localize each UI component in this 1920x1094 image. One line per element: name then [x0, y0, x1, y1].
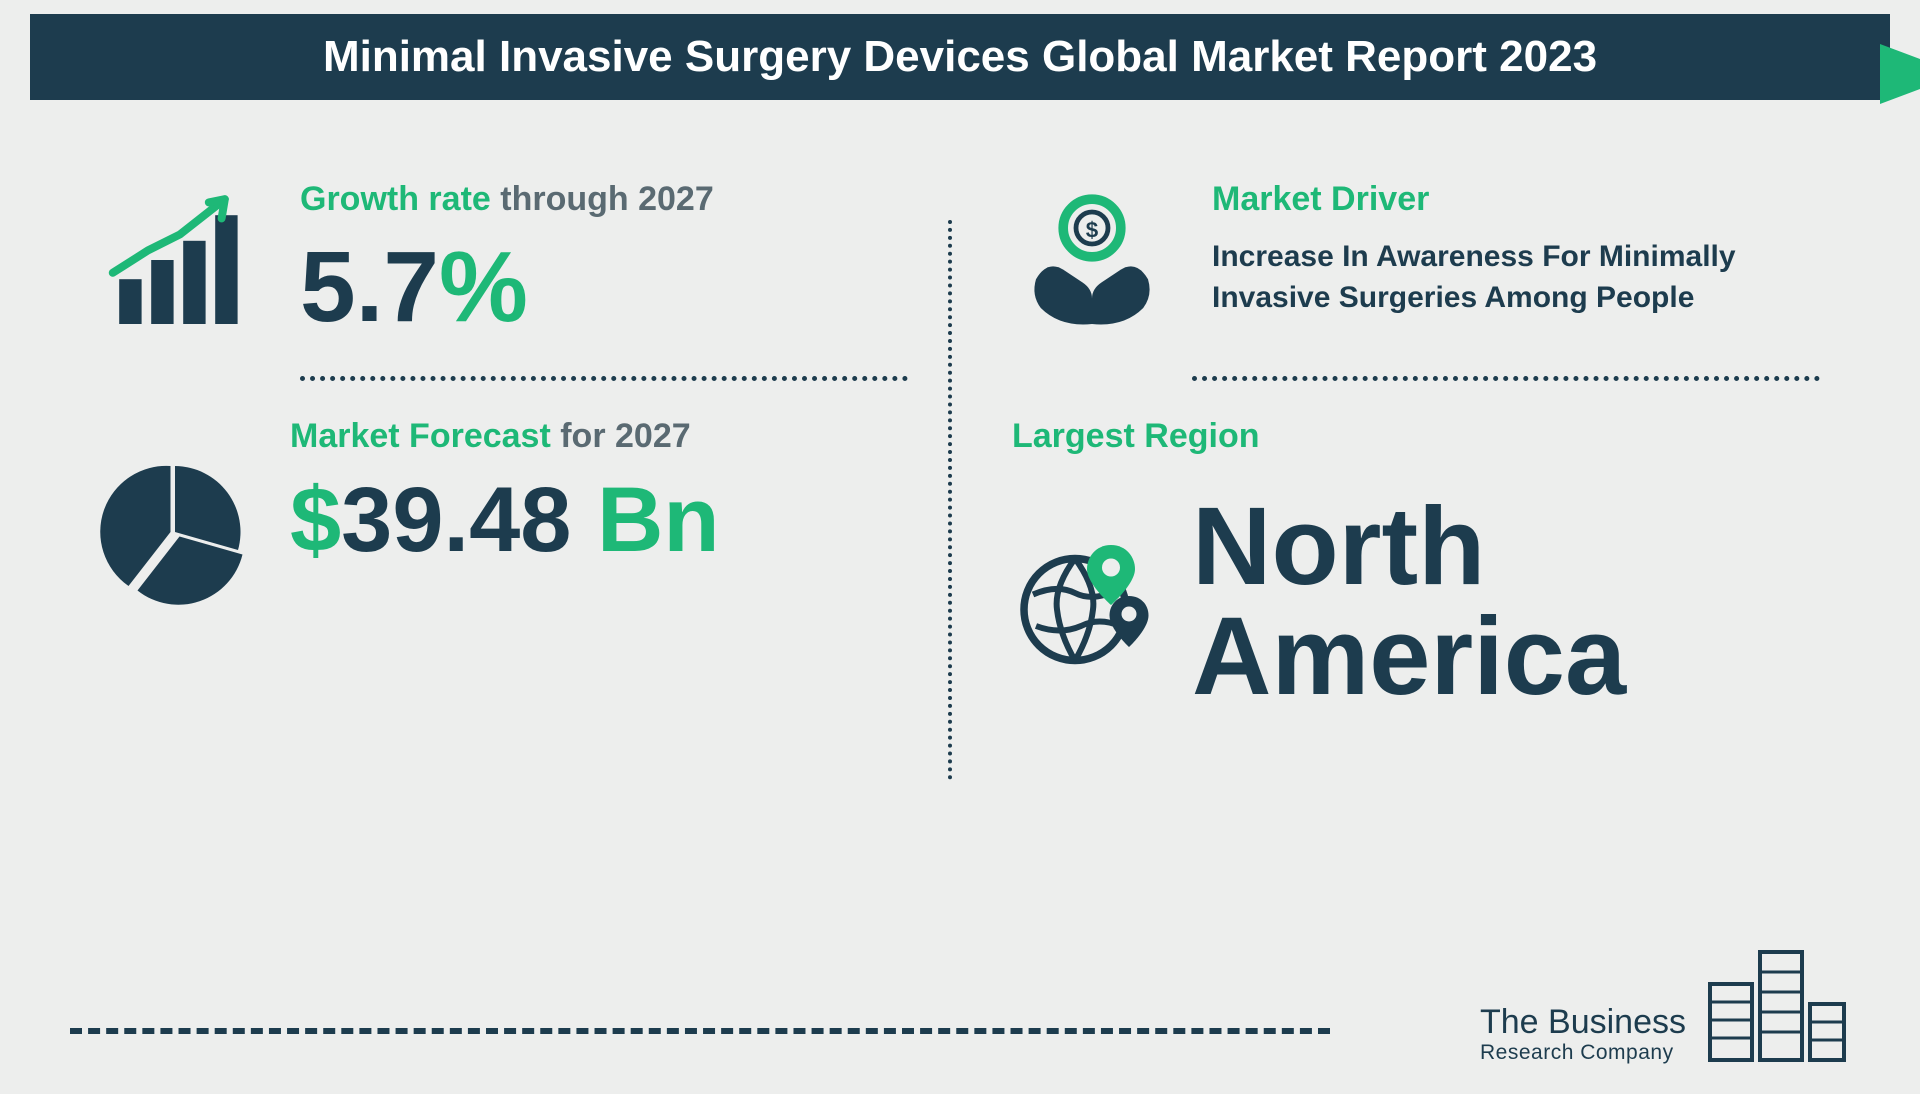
right-divider: [1192, 376, 1820, 381]
driver-block: $ Market Driver Increase In Awareness Fo…: [1012, 180, 1820, 340]
report-title: Minimal Invasive Surgery Devices Global …: [30, 14, 1890, 100]
driver-label: Market Driver: [1212, 180, 1820, 219]
growth-block: Growth rate through 2027 5.7%: [100, 180, 908, 340]
forecast-unit: Bn: [571, 469, 719, 571]
forecast-label-muted: for 2027: [551, 417, 691, 455]
forecast-block: Market Forecast for 2027 $39.48 Bn: [100, 417, 908, 607]
svg-text:$: $: [1086, 218, 1099, 243]
buildings-icon: [1700, 944, 1850, 1064]
pie-chart-icon: [100, 457, 250, 607]
driver-label-text: Market Driver: [1212, 180, 1429, 218]
region-value: North America: [1192, 492, 1626, 712]
left-divider: [300, 376, 908, 381]
right-column: $ Market Driver Increase In Awareness Fo…: [992, 180, 1820, 780]
forecast-currency: $: [290, 469, 341, 571]
growth-value: 5.7%: [300, 237, 908, 337]
forecast-label: Market Forecast for 2027: [290, 417, 908, 456]
content-grid: Growth rate through 2027 5.7% Market For…: [0, 100, 1920, 780]
company-logo: The Business Research Company: [1480, 944, 1850, 1064]
logo-line1: The Business: [1480, 1004, 1686, 1041]
forecast-number: 39.48: [341, 469, 571, 571]
globe-pin-icon: [1012, 527, 1162, 677]
bottom-dashed-rule: [70, 1028, 1330, 1034]
corner-accent: [1880, 44, 1920, 104]
vertical-divider: [948, 220, 952, 780]
region-line1: North: [1192, 492, 1626, 602]
region-label: Largest Region: [1012, 417, 1259, 456]
region-block: Largest Region: [1012, 417, 1820, 712]
growth-chart-icon: [100, 180, 260, 340]
growth-label: Growth rate through 2027: [300, 180, 908, 219]
logo-line2: Research Company: [1480, 1041, 1686, 1064]
growth-unit: %: [439, 231, 528, 343]
driver-text: Increase In Awareness For Minimally Inva…: [1212, 237, 1820, 318]
left-column: Growth rate through 2027 5.7% Market For…: [100, 180, 908, 780]
region-label-text: Largest Region: [1012, 417, 1259, 455]
growth-number: 5.7: [300, 231, 439, 343]
growth-label-muted: through 2027: [491, 180, 714, 218]
hands-coin-icon: $: [1012, 180, 1172, 340]
forecast-label-accent: Market Forecast: [290, 417, 551, 455]
region-line2: America: [1192, 602, 1626, 712]
growth-label-accent: Growth rate: [300, 180, 491, 218]
forecast-value: $39.48 Bn: [290, 474, 908, 566]
